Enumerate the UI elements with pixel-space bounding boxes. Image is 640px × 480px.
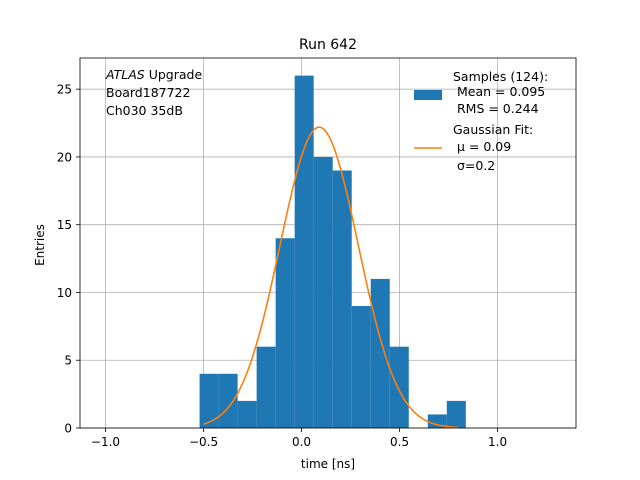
histogram-bar — [446, 400, 466, 428]
x-tick-label: 1.0 — [488, 435, 507, 449]
legend-histogram-mean: Mean = 0.095 — [453, 84, 545, 99]
legend-fit-sigma: σ=0.2 — [453, 158, 495, 173]
histogram-bar — [237, 400, 257, 428]
legend-fit-label: Gaussian Fit: — [453, 122, 533, 137]
annotation-line: Ch030 35dB — [106, 103, 183, 118]
plot-area — [79, 57, 577, 429]
histogram-bar — [427, 414, 447, 428]
annotation-text: ATLAS Upgrade Board187722 Ch030 35dB — [105, 67, 202, 118]
x-axis-label: time [ns] — [301, 457, 355, 471]
histogram-bar — [351, 306, 371, 428]
annotation-line: ATLAS Upgrade — [105, 67, 202, 82]
annotation-line: Board187722 — [106, 85, 190, 100]
legend: Samples (124): Mean = 0.095 RMS = 0.244 … — [414, 69, 548, 173]
annotation-text-part: Board187722 — [106, 85, 190, 100]
gaussian-fit — [203, 126, 459, 429]
x-tick-label: −0.5 — [189, 435, 218, 449]
y-tick-label: 25 — [57, 83, 72, 97]
histogram-bar — [199, 373, 219, 428]
x-tick-label: 0.0 — [292, 435, 311, 449]
legend-histogram-swatch — [414, 90, 442, 100]
annotation-text-part: Ch030 35dB — [106, 103, 183, 118]
annotation-text-part: Upgrade — [145, 67, 203, 82]
x-axis: −1.0 −0.5 0.0 0.5 1.0 — [91, 428, 507, 449]
y-axis-label: Entries — [33, 224, 47, 266]
plot-frame — [79, 57, 577, 429]
legend-histogram-label: Samples (124): — [453, 69, 548, 84]
histogram-bar — [218, 373, 238, 428]
histogram-bar — [370, 278, 390, 428]
x-tick-label: −1.0 — [91, 435, 120, 449]
histogram-bar — [256, 346, 276, 428]
histogram-bar — [275, 238, 295, 428]
annotation-italic: ATLAS — [105, 67, 145, 82]
y-tick-label: 5 — [64, 354, 72, 368]
histogram-bar — [294, 75, 314, 428]
x-tick-label: 0.5 — [390, 435, 409, 449]
y-axis: 0 5 10 15 20 25 — [57, 83, 80, 436]
y-tick-label: 0 — [64, 422, 72, 436]
fit-curve — [203, 126, 459, 429]
legend-fit-mu: μ = 0.09 — [453, 139, 511, 154]
chart-title: Run 642 — [299, 37, 357, 53]
y-tick-label: 15 — [57, 218, 72, 232]
y-tick-label: 20 — [57, 150, 72, 164]
legend-histogram-rms: RMS = 0.244 — [453, 101, 539, 116]
y-tick-label: 10 — [57, 286, 72, 300]
histogram-bar — [332, 170, 352, 428]
histogram-bar — [313, 156, 333, 428]
histogram-bar — [389, 346, 409, 428]
